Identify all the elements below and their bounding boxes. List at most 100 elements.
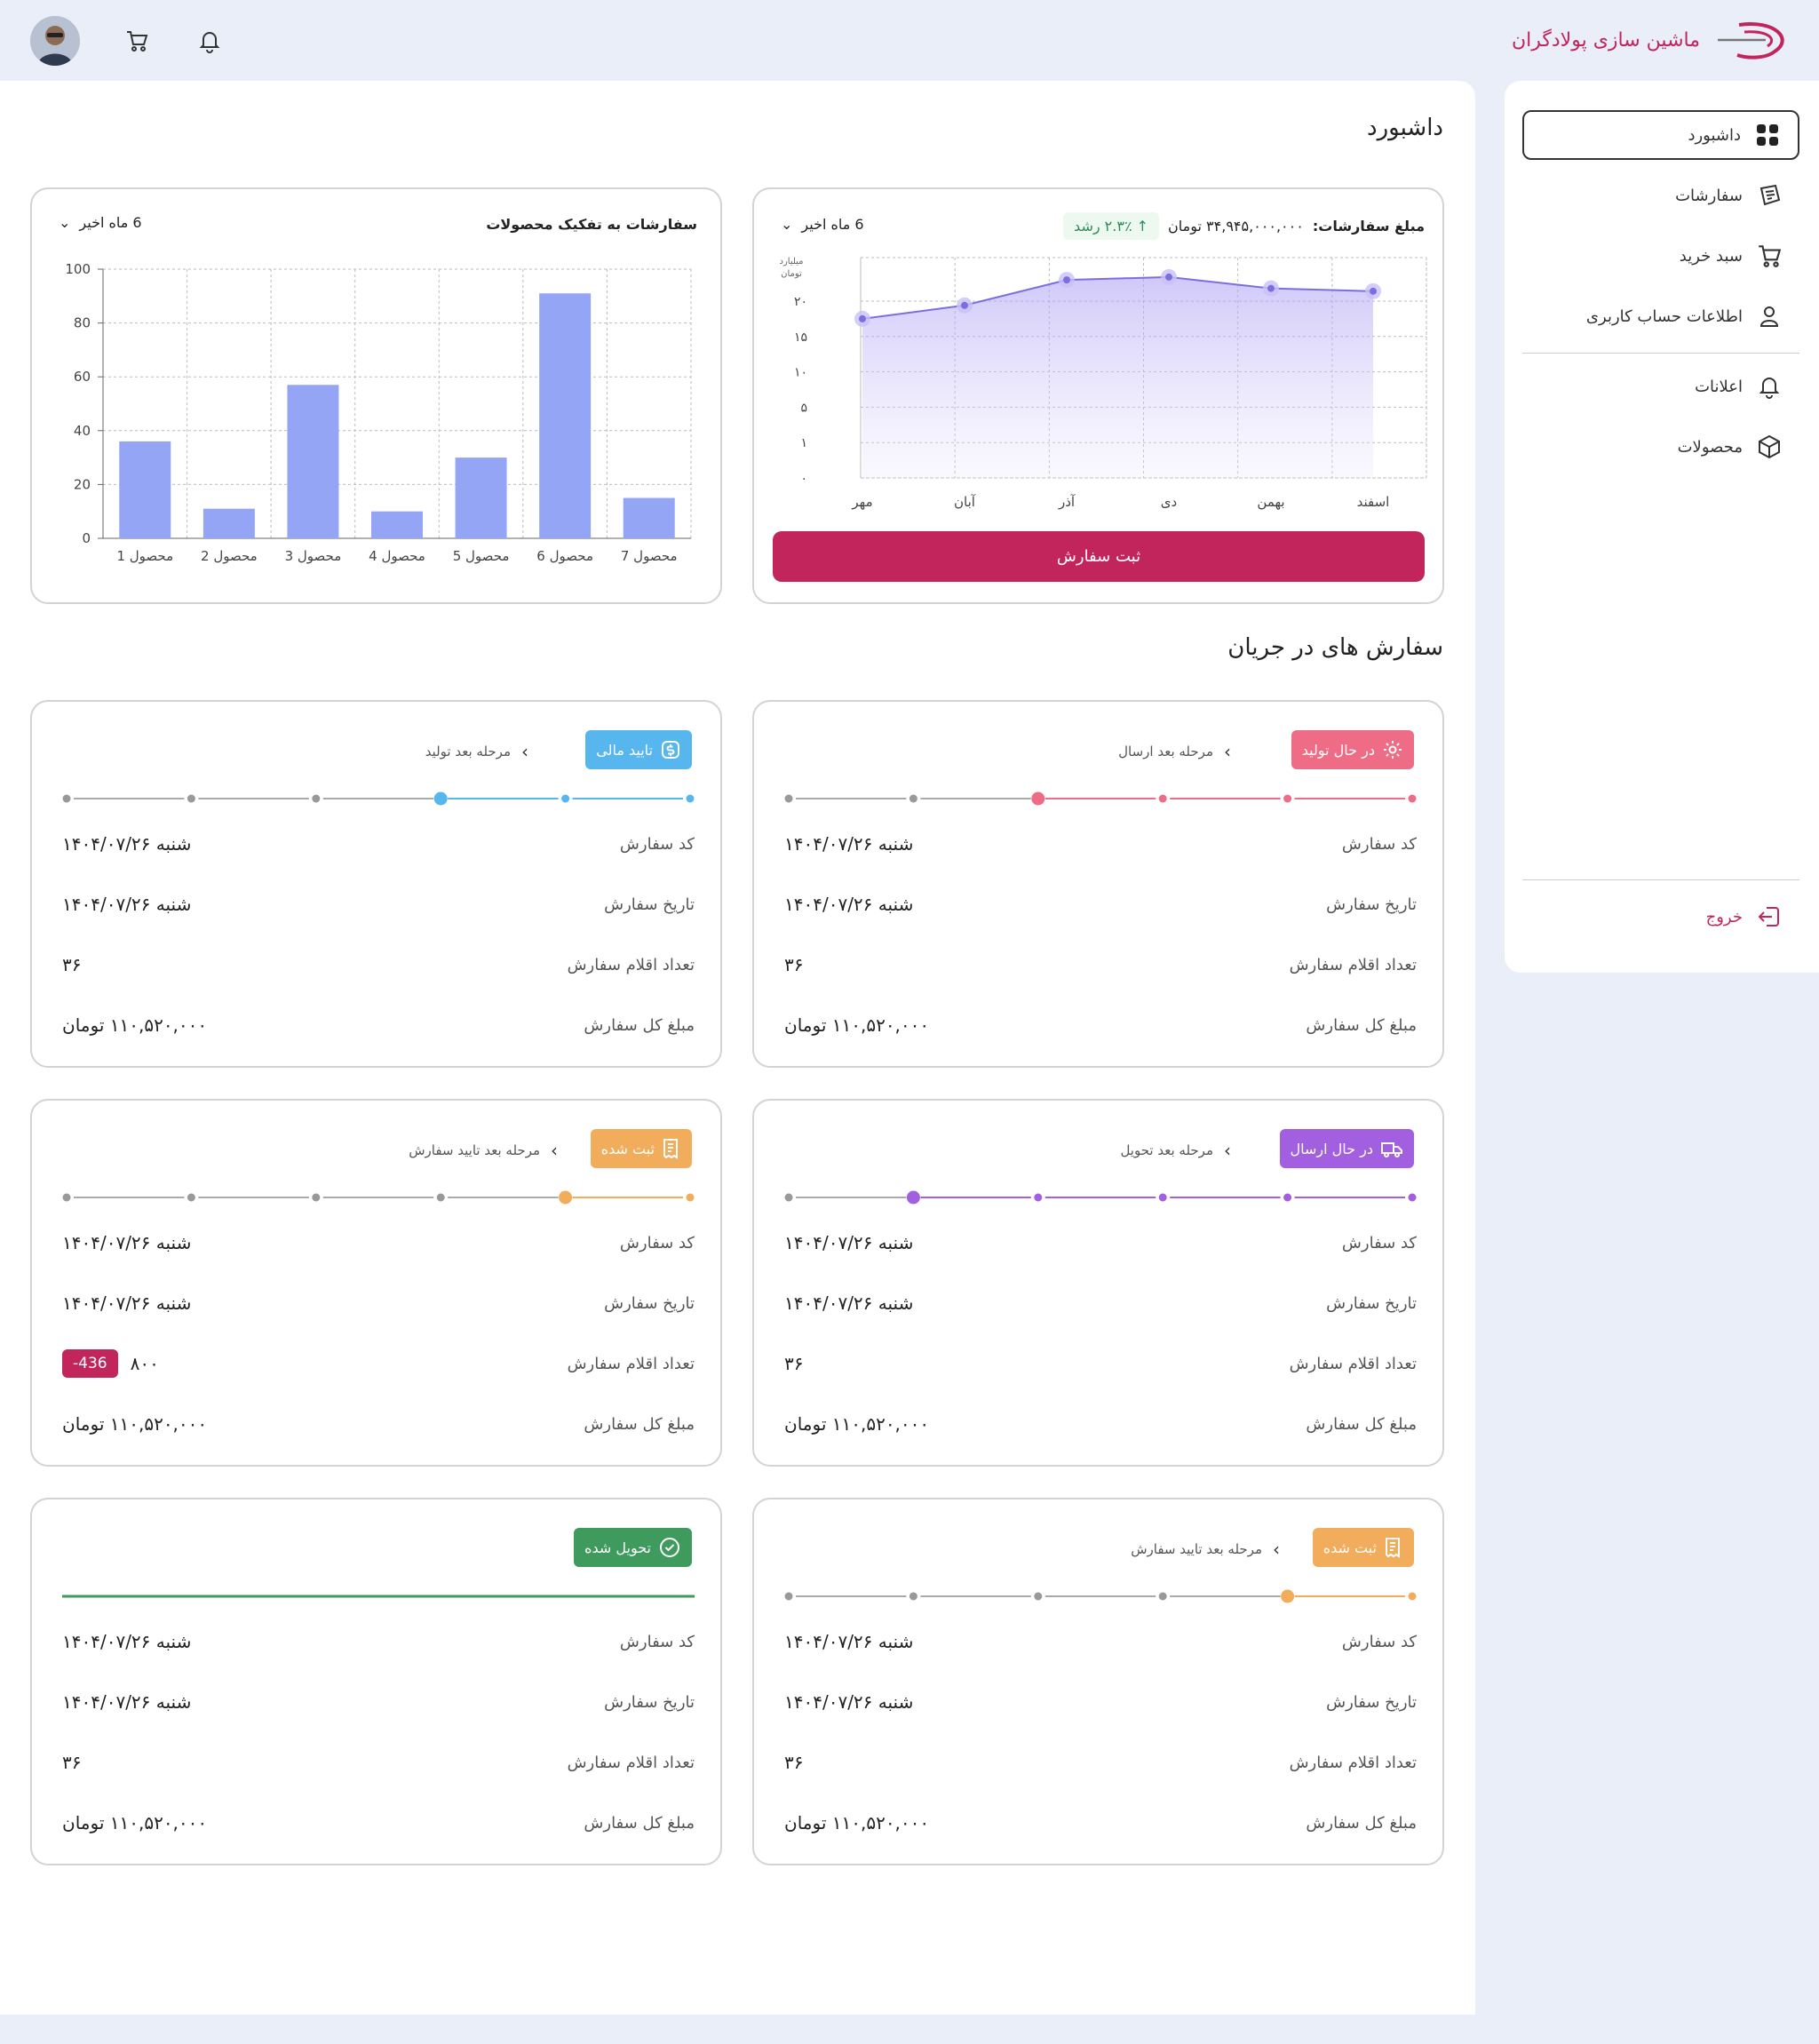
bar[interactable] [119,441,171,538]
progress-step [1031,791,1045,806]
field-label: تاریخ سفارش [604,1692,695,1712]
quantity-chip: -436 [62,1349,118,1378]
order-row-count: تعداد اقلام سفارش ۳۶ [62,1745,695,1780]
field-label: تاریخ سفارش [604,1293,695,1313]
sidebar: داشبورد سفارشات سبد خرید اطلاعات حساب کا… [1505,81,1819,973]
order-row-date: تاریخ سفارش شنبه ۱۴۰۴/۰۷/۲۶ [62,1684,695,1720]
data-point[interactable] [859,314,866,322]
field-value: شنبه ۱۴۰۴/۰۷/۲۶ [62,894,192,915]
company-logo [1718,22,1784,60]
sales-range-select[interactable]: 6 ماه اخیر ⌄ [781,216,864,233]
chevron-left-icon: › [1224,741,1231,762]
progress-step [1158,1592,1167,1601]
series-line [862,275,1374,320]
data-point[interactable] [1267,284,1275,292]
gear-icon [1382,739,1403,760]
order-row-code: کد سفارش شنبه ۱۴۰۴/۰۷/۲۶ [62,826,695,862]
progress-step [1158,794,1167,803]
sidebar-item-orders[interactable]: سفارشات [1522,171,1799,220]
sales-label: مبلغ سفارشات: [1312,218,1425,235]
area-fill [862,276,1373,478]
order-card[interactable]: در حال ارسال › مرحله بعد تحویل کد سفارش شنبه… [752,1099,1444,1467]
data-point[interactable] [1063,276,1070,284]
order-row-date: تاریخ سفارش شنبه ۱۴۰۴/۰۷/۲۶ [784,887,1417,922]
order-card[interactable]: ثبت شده › مرحله بعد تایید سفارش کد سفارش شنب… [752,1498,1444,1865]
data-point[interactable] [1370,287,1377,295]
field-value: شنبه ۱۴۰۴/۰۷/۲۶ [62,1691,192,1713]
field-value: ۳۶ [784,954,804,975]
order-row-code: کد سفارش شنبه ۱۴۰۴/۰۷/۲۶ [784,826,1417,862]
status-badge: تایید مالی [585,730,692,769]
bell-icon[interactable] [194,25,226,57]
order-card[interactable]: تحویل شده کد سفارش شنبه ۱۴۰۴/۰۷/۲۶ تاریخ سف… [30,1498,722,1865]
order-row-code: کد سفارش شنبه ۱۴۰۴/۰۷/۲۶ [62,1225,695,1261]
progress-step [559,1190,573,1205]
bar[interactable] [287,385,339,538]
sales-chart-card: مبلغ سفارشات: ۳۴,۹۴۵,۰۰۰,۰۰۰ تومان ↑ ۲.۳… [752,187,1444,604]
order-row-code: کد سفارش شنبه ۱۴۰۴/۰۷/۲۶ [784,1225,1417,1261]
progress-step [312,1193,321,1202]
y-tick-label: ۱۰ [794,366,807,380]
submit-order-button[interactable]: ثبت سفارش [773,531,1425,582]
bell-icon [1755,372,1783,401]
arrow-up-icon: ↑ [1136,218,1149,235]
field-label: مبلغ کل سفارش [1306,1813,1417,1833]
field-value: ۱۱۰,۵۲۰,۰۰۰ تومان [62,1812,208,1833]
sidebar-item-dashboard[interactable]: داشبورد [1522,110,1799,160]
field-value: شنبه ۱۴۰۴/۰۷/۲۶ [784,1232,914,1253]
user-icon [1755,302,1783,330]
y-unit-label: تومان [781,269,802,279]
order-card[interactable]: ثبت شده › مرحله بعد تایید سفارش کد سفارش شنب… [30,1099,722,1467]
data-point[interactable] [1165,273,1172,281]
field-value: شنبه ۱۴۰۴/۰۷/۲۶ [784,1292,914,1314]
dashboard-icon [1753,121,1782,149]
brand-name: ماشین سازی پولادگران [1512,28,1700,52]
products-range-select[interactable]: 6 ماه اخیر ⌄ [59,214,142,231]
sidebar-item-cart[interactable]: سبد خرید [1522,231,1799,281]
progress-steps [62,791,695,806]
field-label: تاریخ سفارش [1326,1293,1417,1313]
field-label: تاریخ سفارش [1326,1692,1417,1712]
order-row-count: تعداد اقلام سفارش ۳۶ [784,1745,1417,1780]
field-value: ۱۱۰,۵۲۰,۰۰۰ تومان [62,1014,208,1036]
field-label: تعداد اقلام سفارش [567,955,695,974]
order-card[interactable]: در حال تولید › مرحله بعد ارسال کد سفارش شنبه… [752,700,1444,1068]
order-row-count: تعداد اقلام سفارش ۸۰۰ -436 [62,1346,695,1381]
products-chart-card: سفارشات به تفکیک محصولات 6 ماه اخیر ⌄ 0 2… [30,187,722,604]
chevron-left-icon: › [521,741,528,762]
receipt-icon [662,1138,681,1159]
sidebar-item-products[interactable]: محصولات [1522,422,1799,472]
bar[interactable] [623,497,675,538]
cart-icon[interactable] [121,25,153,57]
data-point[interactable] [961,301,968,309]
bar[interactable] [203,508,255,538]
progress-step [436,1193,445,1202]
sidebar-item-label: سفارشات [1675,186,1743,205]
progress-step [1281,1589,1295,1603]
x-tick-label: آبان [954,494,976,510]
truck-icon [1380,1138,1403,1159]
field-label: کد سفارش [1341,834,1417,854]
field-value: شنبه ۱۴۰۴/۰۷/۲۶ [784,1631,914,1652]
x-tick-label: محصول 2 [201,548,258,564]
avatar[interactable] [30,16,80,66]
y-unit-label: میلیارد [779,257,803,266]
y-tick-label: 80 [74,315,91,331]
order-card[interactable]: تایید مالی › مرحله بعد تولید کد سفارش شنبه ۱… [30,700,722,1068]
bar[interactable] [455,457,507,538]
field-label: تاریخ سفارش [604,895,695,914]
chevron-left-icon: › [551,1140,558,1161]
logout-button[interactable]: خروج [1522,892,1799,942]
sidebar-item-account[interactable]: اطلاعات حساب کاربری [1522,291,1799,341]
sidebar-item-notifications[interactable]: اعلانات [1522,362,1799,411]
page-title: داشبورد [1367,115,1443,141]
divider [1522,879,1799,880]
bar[interactable] [539,293,592,538]
field-value: شنبه ۱۴۰۴/۰۷/۲۶ [62,1631,192,1652]
brand[interactable]: ماشین سازی پولادگران [1512,20,1789,60]
growth-badge: ↑ ۲.۳٪ رشد [1063,212,1160,240]
progress-step [62,1193,71,1202]
y-tick-label: ۱۵ [794,330,807,345]
progress-step [187,1193,195,1202]
bar[interactable] [371,511,423,538]
